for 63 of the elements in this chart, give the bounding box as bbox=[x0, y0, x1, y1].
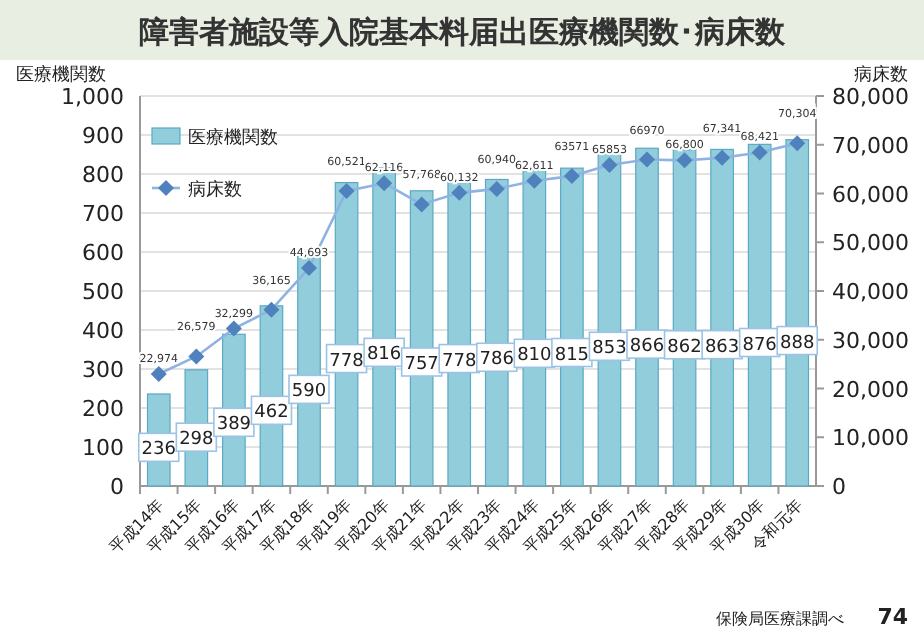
point bbox=[451, 184, 468, 201]
point bbox=[301, 260, 317, 277]
data-label: 236 bbox=[141, 440, 177, 461]
data-label: 757 bbox=[404, 355, 439, 375]
y-tick-label: 600 bbox=[82, 240, 124, 266]
point bbox=[488, 180, 505, 197]
data-label: 888 bbox=[780, 333, 815, 354]
y-tick-label: 900 bbox=[82, 123, 124, 149]
data-label: 389 bbox=[216, 415, 252, 436]
data-label: 778 bbox=[442, 351, 477, 372]
y-tick-label: 400 bbox=[82, 318, 124, 344]
point bbox=[413, 196, 430, 213]
point bbox=[526, 172, 543, 189]
y-tick-label: 200 bbox=[82, 396, 124, 422]
point bbox=[639, 151, 655, 168]
data-label: 866 bbox=[629, 337, 665, 358]
y-tick-label: 800 bbox=[82, 162, 124, 188]
text: 74 bbox=[877, 604, 909, 630]
point bbox=[225, 320, 242, 337]
y2-tick-label: 0 bbox=[832, 474, 846, 500]
y-axis-title: 医療機関数 bbox=[16, 64, 106, 86]
chart-title: 障害者施設等入院基本料届出医療機関数･病床数 bbox=[139, 14, 787, 50]
point bbox=[789, 135, 806, 152]
data-label: 815 bbox=[554, 345, 590, 366]
y2-tick-label: 10,000 bbox=[832, 425, 909, 452]
data-label: 876 bbox=[742, 335, 778, 356]
point bbox=[376, 175, 393, 192]
y2-tick-label: 20,000 bbox=[832, 376, 909, 403]
data-label: 786 bbox=[479, 350, 515, 371]
y2-tick-label: 60,000 bbox=[832, 181, 909, 208]
y-tick-label: 1,000 bbox=[61, 84, 124, 110]
data-label: 462 bbox=[254, 403, 289, 424]
legend-label: 病床数 bbox=[188, 179, 242, 201]
text: 保険局医療課調べ bbox=[716, 610, 844, 628]
y2-tick-label: 80,000 bbox=[832, 84, 909, 110]
point bbox=[751, 144, 768, 161]
y-tick-label: 0 bbox=[110, 474, 124, 500]
data-label: 810 bbox=[517, 346, 553, 367]
point bbox=[338, 182, 355, 199]
legend-label: 医療機関数 bbox=[188, 127, 278, 149]
data-label: 862 bbox=[667, 337, 702, 358]
y-tick-label: 700 bbox=[82, 201, 124, 227]
point bbox=[150, 366, 167, 382]
y2-tick-label: 70,000 bbox=[832, 132, 909, 159]
y2-tick-label: 50,000 bbox=[832, 230, 909, 257]
y2-axis-title: 病床数 bbox=[854, 64, 908, 86]
point bbox=[188, 348, 205, 365]
data-label: 778 bbox=[329, 351, 365, 372]
point bbox=[263, 301, 280, 318]
data-label: 590 bbox=[291, 382, 327, 403]
point bbox=[714, 149, 731, 166]
data-label: 853 bbox=[592, 339, 627, 360]
y2-tick-label: 30,000 bbox=[832, 327, 909, 354]
point bbox=[601, 156, 618, 173]
y2-tick-label: 40,000 bbox=[832, 279, 909, 305]
y-tick-label: 500 bbox=[82, 279, 124, 305]
point bbox=[676, 152, 693, 169]
data-label: 298 bbox=[179, 430, 215, 451]
data-label: 816 bbox=[366, 345, 402, 366]
point bbox=[563, 168, 580, 185]
y-tick-label: 300 bbox=[82, 357, 124, 383]
y-tick-label: 100 bbox=[82, 435, 124, 461]
data-label: 863 bbox=[704, 337, 740, 358]
